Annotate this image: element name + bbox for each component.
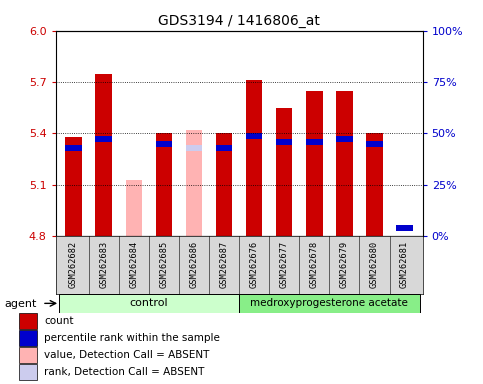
- Bar: [65, 137, 82, 236]
- Bar: [216, 133, 232, 236]
- Bar: [239, 294, 420, 313]
- Text: GSM262684: GSM262684: [129, 241, 138, 288]
- Text: medroxyprogesterone acetate: medroxyprogesterone acetate: [250, 298, 408, 308]
- Bar: [185, 144, 202, 151]
- Text: value, Detection Call = ABSENT: value, Detection Call = ABSENT: [44, 350, 210, 360]
- Text: control: control: [129, 298, 168, 308]
- Text: GSM262683: GSM262683: [99, 241, 108, 288]
- Bar: [246, 80, 262, 236]
- Title: GDS3194 / 1416806_at: GDS3194 / 1416806_at: [158, 14, 320, 28]
- Bar: [96, 73, 112, 236]
- Bar: [276, 108, 293, 236]
- Bar: [306, 91, 323, 236]
- Bar: [276, 139, 293, 146]
- Text: GSM262678: GSM262678: [310, 241, 319, 288]
- Bar: [96, 136, 112, 142]
- Bar: [156, 141, 172, 147]
- Bar: [336, 136, 353, 142]
- Bar: [366, 133, 383, 236]
- Text: percentile rank within the sample: percentile rank within the sample: [44, 333, 220, 343]
- Bar: [396, 225, 413, 231]
- Text: GSM262679: GSM262679: [340, 241, 349, 288]
- Text: GSM262680: GSM262680: [370, 241, 379, 288]
- Bar: [58, 294, 239, 313]
- Text: rank, Detection Call = ABSENT: rank, Detection Call = ABSENT: [44, 367, 205, 377]
- Bar: [366, 141, 383, 147]
- Text: GSM262686: GSM262686: [189, 241, 199, 288]
- Bar: [216, 144, 232, 151]
- Bar: [336, 91, 353, 236]
- Text: count: count: [44, 316, 74, 326]
- Text: agent: agent: [5, 299, 37, 309]
- Bar: [19, 347, 38, 362]
- Bar: [306, 139, 323, 146]
- Text: GSM262687: GSM262687: [220, 241, 228, 288]
- Bar: [126, 180, 142, 236]
- Bar: [19, 330, 38, 346]
- Text: GSM262682: GSM262682: [69, 241, 78, 288]
- Text: GSM262676: GSM262676: [250, 241, 258, 288]
- Text: GSM262677: GSM262677: [280, 241, 289, 288]
- Text: GSM262685: GSM262685: [159, 241, 169, 288]
- Text: GSM262681: GSM262681: [400, 241, 409, 288]
- Bar: [19, 313, 38, 329]
- Bar: [156, 133, 172, 236]
- Bar: [19, 364, 38, 380]
- Bar: [65, 144, 82, 151]
- Bar: [246, 132, 262, 139]
- Bar: [185, 130, 202, 236]
